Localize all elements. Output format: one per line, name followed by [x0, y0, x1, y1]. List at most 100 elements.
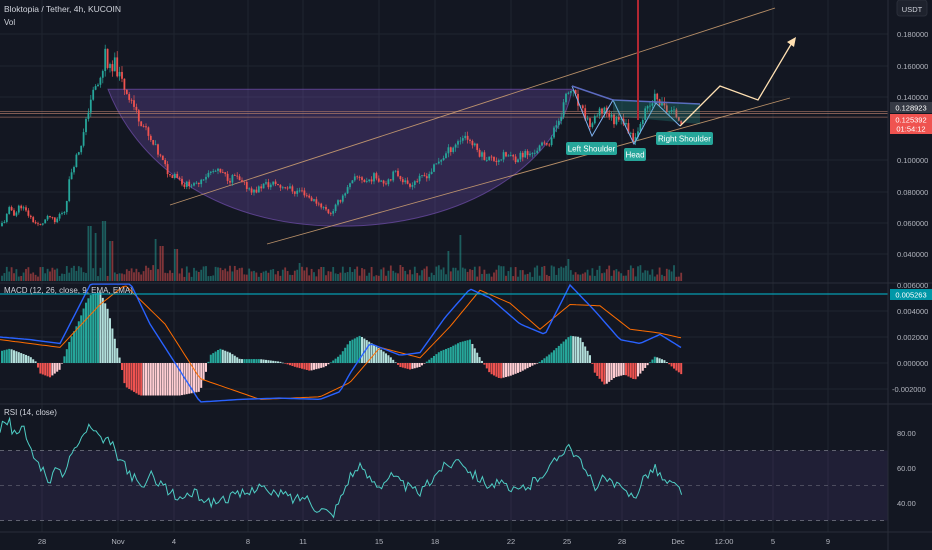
candle-body	[601, 108, 603, 114]
macd-histogram-bar	[44, 363, 47, 376]
currency-selector[interactable]: USDT	[896, 0, 928, 17]
volume-bar	[253, 270, 255, 281]
candle-body	[627, 123, 630, 134]
candle-body	[478, 149, 481, 157]
macd-histogram-bar	[449, 346, 452, 363]
volume-bar	[586, 269, 589, 281]
volume-bar	[133, 272, 135, 281]
macd-histogram-bar	[58, 363, 61, 370]
volume-bar	[298, 263, 301, 281]
volume-bar	[293, 270, 296, 281]
macd-histogram-bar	[399, 363, 402, 368]
macd-histogram-bar	[238, 358, 241, 363]
volume-bar	[529, 272, 531, 281]
candle-body	[608, 112, 611, 117]
price-tick: 0.040000	[897, 250, 928, 259]
volume-bar	[627, 269, 630, 281]
macd-histogram-bar	[140, 363, 143, 396]
macd-axis[interactable]: 0.006000 0.004000 0.002000 0.000000 -0.0…	[892, 281, 928, 394]
volume-bar	[574, 272, 577, 281]
symbol-title[interactable]: Bloktopia / Tether, 4h, KUCOIN	[4, 4, 121, 14]
macd-histogram-bar	[70, 336, 73, 363]
macd-histogram-bar	[380, 349, 383, 363]
candle-body	[111, 64, 114, 72]
volume-bar	[106, 275, 109, 281]
macd-histogram-bar	[392, 359, 395, 363]
volume-bar	[121, 273, 123, 281]
volume-bar	[464, 268, 467, 281]
candle-body	[89, 99, 92, 113]
macd-histogram-bar	[344, 347, 347, 363]
macd-histogram-bar	[394, 362, 397, 363]
candle-body	[284, 187, 287, 189]
candle-body	[538, 145, 541, 151]
macd-histogram-bar	[193, 363, 195, 393]
rsi-axis[interactable]: 80.00 60.00 40.00	[897, 429, 916, 508]
macd-histogram-bar	[286, 363, 289, 365]
volume-bar	[452, 267, 455, 281]
rsi-pane[interactable]	[0, 416, 888, 521]
candle-body	[185, 181, 188, 187]
candle-body	[22, 207, 25, 209]
volume-label[interactable]: Vol	[4, 18, 15, 27]
volume-bar	[229, 265, 231, 281]
volume-bar	[137, 272, 140, 281]
volume-bar	[332, 267, 335, 281]
volume-bar	[526, 273, 529, 281]
candle-body	[195, 182, 198, 184]
macd-pane[interactable]	[0, 283, 888, 403]
candle-body	[154, 144, 157, 146]
volume-bar	[41, 266, 44, 281]
candle-body	[178, 177, 181, 179]
macd-histogram-bar	[397, 363, 399, 365]
volume-bar	[197, 271, 200, 281]
volume-bar	[603, 272, 606, 281]
volume-bar	[272, 269, 275, 281]
volume-bar	[152, 265, 155, 281]
macd-histogram-bar	[469, 339, 471, 363]
candle-body	[553, 127, 555, 138]
candle-body	[65, 201, 68, 213]
candle-body	[99, 77, 102, 85]
volume-bar	[313, 272, 315, 281]
candle-body	[584, 108, 587, 120]
candle-body	[435, 163, 438, 165]
volume-bar	[351, 272, 354, 281]
volume-bar	[435, 266, 438, 281]
volume-bar	[178, 273, 181, 281]
candle-body	[541, 142, 543, 146]
candle-body	[353, 176, 356, 181]
time-label: 25	[563, 537, 571, 546]
volume-bar	[207, 276, 210, 281]
macd-histogram-bar	[25, 354, 27, 363]
volume-bar	[579, 274, 582, 281]
price-pane[interactable]	[0, 0, 888, 281]
volume-bar	[236, 269, 239, 281]
rsi-title[interactable]: RSI (14, close)	[4, 408, 57, 417]
candle-body	[397, 170, 399, 177]
candle-body	[351, 180, 354, 184]
volume-bar	[142, 271, 145, 281]
candle-body	[87, 112, 90, 119]
volume-bar	[632, 268, 635, 281]
price-axis[interactable]: 0.180000 0.160000 0.140000 0.100000 0.08…	[897, 30, 928, 259]
macd-histogram-bar	[73, 331, 75, 363]
candle-body	[248, 188, 251, 190]
volume-bar	[341, 266, 344, 281]
macd-histogram-bar	[229, 352, 231, 363]
macd-title[interactable]: MACD (12, 26, close, 9, EMA, EMA)	[4, 286, 133, 295]
macd-histogram-bar	[497, 363, 500, 378]
live-price-text: 0.125392	[895, 116, 926, 125]
volume-bar	[593, 275, 596, 281]
candle-body	[593, 116, 596, 124]
macd-histogram-bar	[236, 357, 239, 363]
volume-bar	[65, 266, 68, 281]
candle-body	[668, 111, 671, 113]
candle-body	[61, 213, 63, 214]
candle-body	[188, 181, 191, 187]
time-axis[interactable]: 28 Nov 4 8 11 15 18 22 25 28 Dec 12:00 5…	[38, 537, 830, 546]
time-marker-line	[637, 0, 639, 120]
volume-bar	[572, 274, 575, 281]
macd-histogram-bar	[346, 344, 349, 363]
